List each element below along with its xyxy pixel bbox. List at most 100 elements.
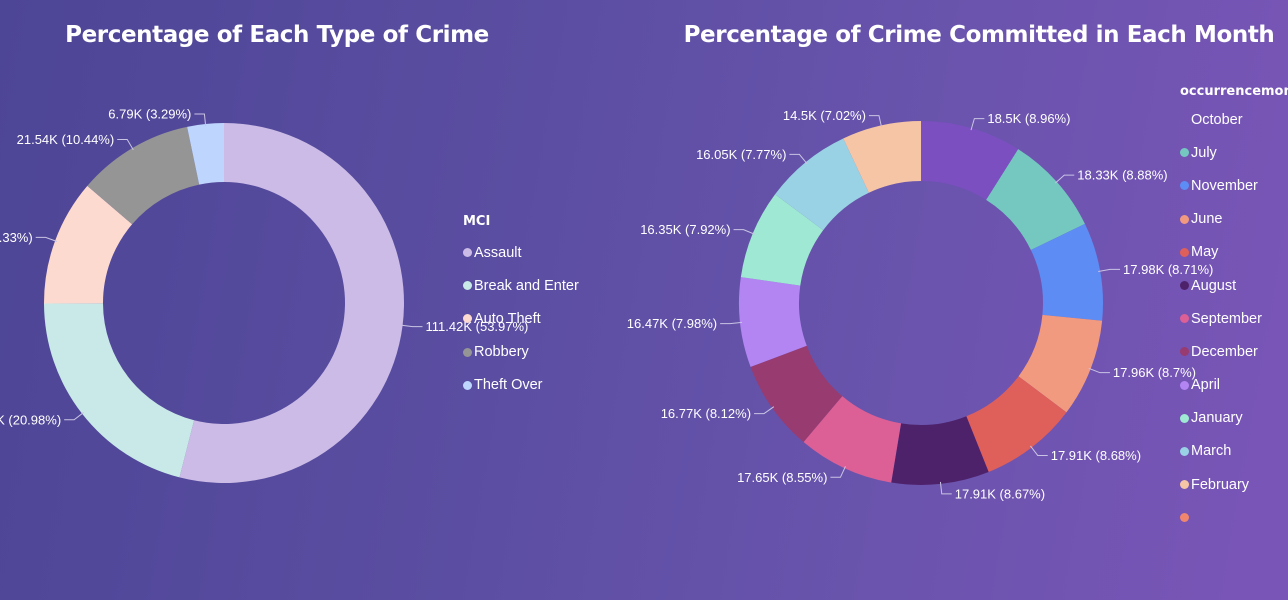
data-label-july: 18.33K (8.88%) (1077, 168, 1167, 183)
legend-item-april[interactable]: April (1180, 369, 1288, 402)
slice-december[interactable] (750, 345, 843, 442)
legend-marker-icon (1180, 380, 1189, 390)
data-label-may: 17.91K (8.68%) (1051, 448, 1141, 463)
legend-item-robbery[interactable]: Robbery (463, 336, 579, 369)
legend-item-december[interactable]: December (1180, 335, 1288, 368)
legend-item-auto-theft[interactable]: Auto Theft (463, 302, 579, 335)
data-label-december: 16.77K (8.12%) (661, 406, 751, 421)
legend-marker-icon (1180, 281, 1189, 291)
slice-october[interactable] (921, 121, 1019, 200)
legend-marker-icon (1180, 413, 1189, 423)
crime-month-legend: occurrencemonth October July November June M… (1180, 84, 1288, 534)
legend-marker-icon (1180, 347, 1189, 357)
leader-line-july (1054, 174, 1075, 184)
crime-type-chart-title: Percentage of Each Type of Crime (65, 22, 489, 48)
leader-line-december (754, 406, 775, 415)
legend-marker-icon (463, 380, 472, 390)
legend-label: Assault (474, 244, 522, 261)
legend-item-january[interactable]: January (1180, 402, 1288, 435)
data-label-auto-theft: 23.38K (11.33%) (0, 230, 33, 245)
slice-may[interactable] (966, 376, 1067, 472)
slice-assault[interactable] (179, 123, 405, 483)
data-label-march: 16.05K (7.77%) (696, 147, 786, 162)
legend-item-may[interactable]: May (1180, 236, 1288, 269)
legend-item-february[interactable]: February (1180, 468, 1288, 501)
leader-line-september (830, 466, 846, 478)
leader-line-break-and-enter (64, 412, 84, 421)
legend-item-october[interactable]: October (1180, 103, 1288, 136)
legend-label: Break and Enter (474, 277, 579, 294)
legend-item-theft-over[interactable]: Theft Over (463, 369, 579, 402)
leader-line-march (789, 153, 808, 165)
legend-marker-icon (1180, 446, 1189, 456)
data-label-november: 17.98K (8.71%) (1123, 262, 1213, 277)
slice-auto-theft[interactable] (44, 185, 133, 304)
legend-marker-icon (463, 281, 472, 291)
legend-label: September (1191, 310, 1262, 327)
leader-line-robbery (117, 138, 134, 151)
leader-line-auto-theft (35, 236, 58, 242)
slice-july[interactable] (986, 149, 1085, 250)
legend-marker-icon (1180, 480, 1189, 490)
legend-item-september[interactable]: September (1180, 302, 1288, 335)
slice-september[interactable] (803, 396, 902, 483)
data-label-theft-over: 6.79K (3.29%) (108, 107, 191, 122)
data-label-robbery: 21.54K (10.44%) (17, 132, 115, 147)
legend-label: December (1191, 343, 1258, 360)
slice-april[interactable] (738, 277, 807, 367)
data-label-february: 14.5K (7.02%) (783, 108, 866, 123)
legend-title: occurrencemonth (1180, 84, 1288, 99)
legend-marker-icon (1180, 247, 1189, 257)
legend-label: Theft Over (474, 377, 543, 394)
legend-marker-icon (1180, 314, 1189, 324)
legend-label: February (1191, 476, 1250, 493)
leader-line-theft-over (194, 113, 207, 127)
slice-march[interactable] (775, 138, 869, 231)
legend-label: November (1191, 177, 1258, 194)
crime-type-legend: MCI Assault Break and Enter Auto Theft Robb… (463, 214, 579, 402)
slice-november[interactable] (1030, 223, 1103, 321)
legend-label: March (1191, 443, 1232, 460)
legend-item-assault[interactable]: Assault (463, 236, 579, 269)
legend-label: May (1191, 244, 1219, 261)
legend-marker-icon (1180, 181, 1189, 191)
legend-title: MCI (463, 214, 491, 229)
legend-label: April (1191, 377, 1221, 394)
leader-line-february (868, 115, 883, 128)
legend-item-break-and-enter[interactable]: Break and Enter (463, 269, 579, 302)
legend-marker-icon (463, 347, 472, 357)
legend-item-november[interactable]: November (1180, 169, 1288, 202)
legend-marker-icon (1180, 214, 1189, 224)
leader-line-april (720, 321, 743, 325)
data-label-october: 18.5K (8.96%) (987, 111, 1070, 126)
leader-line-assault (400, 324, 423, 328)
legend-item-march[interactable]: March (1180, 435, 1288, 468)
legend-item-june[interactable]: June (1180, 203, 1288, 236)
legend-item-unlabeled[interactable] (1180, 501, 1288, 534)
data-label-break-and-enter: 43.3K (20.98%) (0, 412, 61, 427)
legend-label: January (1191, 410, 1243, 427)
slice-august[interactable] (891, 416, 989, 485)
slice-february[interactable] (843, 121, 921, 193)
data-label-august: 17.91K (8.67%) (955, 486, 1045, 501)
crime-month-chart-title: Percentage of Crime Committed in Each Mo… (683, 22, 1275, 48)
slice-june[interactable] (1018, 314, 1103, 413)
leader-line-january (733, 229, 755, 235)
legend-label: June (1191, 211, 1223, 228)
legend-item-august[interactable]: August (1180, 269, 1288, 302)
slice-break-and-enter[interactable] (44, 303, 195, 478)
legend-marker-icon (1180, 513, 1189, 523)
slice-theft-over[interactable] (187, 123, 224, 185)
leader-line-may (1030, 445, 1048, 456)
slice-robbery[interactable] (87, 126, 200, 225)
legend-label: October (1191, 111, 1243, 128)
slice-january[interactable] (740, 194, 824, 286)
legend-marker-icon (1180, 115, 1189, 124)
legend-item-july[interactable]: July (1180, 136, 1288, 169)
legend-marker-icon (1180, 148, 1189, 158)
data-label-january: 16.35K (7.92%) (640, 222, 730, 237)
leader-line-june (1088, 367, 1110, 374)
leader-line-november (1098, 268, 1121, 273)
data-label-april: 16.47K (7.98%) (627, 316, 717, 331)
